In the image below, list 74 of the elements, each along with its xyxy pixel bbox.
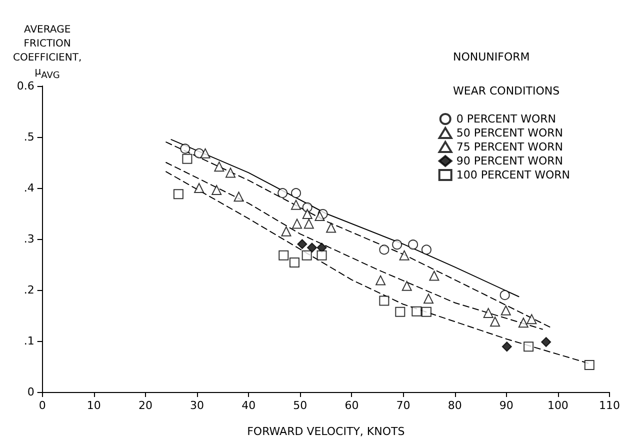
x-tick-label: 70 xyxy=(396,399,410,412)
point xyxy=(526,314,537,324)
point xyxy=(306,242,317,253)
point xyxy=(291,188,302,198)
point xyxy=(214,162,224,172)
point xyxy=(421,244,432,255)
point xyxy=(304,218,314,229)
legend-label: 0 PERCENT WORN xyxy=(456,112,556,126)
y-tick-label: .5 xyxy=(24,130,34,144)
x-axis-title: FORWARD VELOCITY, KNOTS xyxy=(247,425,405,438)
point xyxy=(518,318,528,328)
y-tick-label: .2 xyxy=(24,284,34,296)
x-tick-label: 90 xyxy=(499,399,514,412)
point xyxy=(234,192,244,202)
point xyxy=(316,250,327,260)
point xyxy=(281,226,292,236)
x-tick-label: 80 xyxy=(448,399,462,412)
x-tick-label: 40 xyxy=(242,399,256,412)
point xyxy=(292,218,302,229)
point xyxy=(392,240,402,250)
point xyxy=(173,189,184,200)
point xyxy=(278,188,288,198)
point xyxy=(194,183,204,193)
point xyxy=(402,280,412,291)
point xyxy=(502,342,512,352)
x-tick-label: 10 xyxy=(86,399,101,412)
legend-label: 75 PERCENT WORN xyxy=(456,140,564,154)
x-tick-label: 50 xyxy=(293,399,308,412)
point xyxy=(584,360,594,370)
point xyxy=(408,240,418,250)
x-tick-label: 30 xyxy=(190,399,204,412)
point xyxy=(379,296,390,306)
legend-label: 50 PERCENT WORN xyxy=(456,126,564,140)
x-tick-label: 100 xyxy=(547,399,568,412)
point xyxy=(212,185,222,196)
point xyxy=(182,154,192,164)
point xyxy=(302,250,312,260)
x-tick-label: 0 xyxy=(38,399,46,412)
point xyxy=(541,337,552,348)
point xyxy=(395,306,406,317)
point xyxy=(429,270,440,281)
y-tick-label: 0.6 xyxy=(16,80,34,92)
point xyxy=(424,294,434,304)
point xyxy=(297,239,308,250)
point xyxy=(490,316,500,327)
y-tick-label: .1 xyxy=(24,334,34,348)
y-tick-label: .4 xyxy=(24,182,34,194)
x-tick-label: 60 xyxy=(344,399,359,412)
x-tick-label: 20 xyxy=(138,399,152,412)
point xyxy=(278,250,289,260)
point xyxy=(316,242,327,253)
point xyxy=(412,306,422,316)
point xyxy=(180,144,190,154)
point xyxy=(421,306,432,317)
point xyxy=(326,222,336,233)
point xyxy=(314,211,325,222)
legend-label: 90 PERCENT WORN xyxy=(456,154,564,168)
y-tick-label: .3 xyxy=(24,232,34,246)
point xyxy=(291,200,302,210)
point xyxy=(376,275,386,286)
legend-label: 100 PERCENT WORN xyxy=(456,168,570,182)
point xyxy=(399,250,410,260)
point xyxy=(379,244,390,255)
point xyxy=(226,168,236,178)
point xyxy=(302,209,312,220)
x-tick-label: 110 xyxy=(599,399,620,412)
text: NONUNIFORM WEAR CONDITIONS xyxy=(453,50,560,98)
y-tick-label: 0 xyxy=(27,386,34,398)
point xyxy=(483,308,494,318)
point xyxy=(500,290,510,300)
point xyxy=(500,305,511,316)
point xyxy=(289,257,300,268)
point xyxy=(524,342,534,352)
point xyxy=(200,148,210,158)
